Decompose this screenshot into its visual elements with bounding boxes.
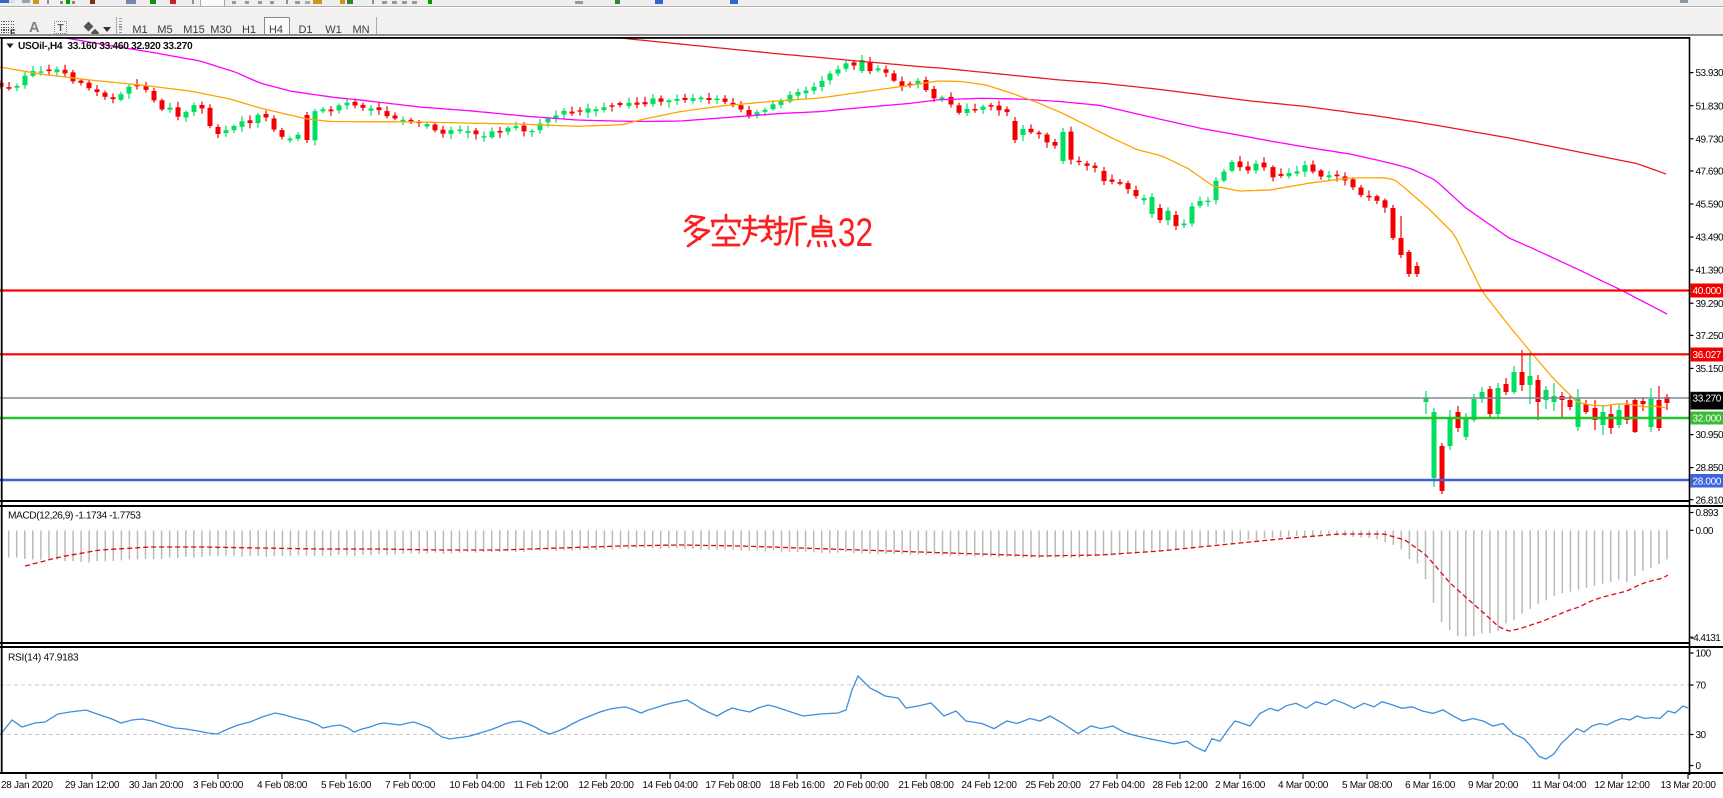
svg-text:49.730: 49.730 [1696,134,1723,145]
svg-text:6 Mar 16:00: 6 Mar 16:00 [1405,780,1456,791]
svg-text:70: 70 [1696,681,1707,692]
svg-text:MACD(12,26,9) -1.1734 -1.7753: MACD(12,26,9) -1.1734 -1.7753 [8,511,141,522]
svg-text:25 Feb 20:00: 25 Feb 20:00 [1025,780,1081,791]
svg-text:37.250: 37.250 [1696,331,1723,342]
svg-text:30 Jan 20:00: 30 Jan 20:00 [129,780,184,791]
svg-text:32: 32 [838,211,873,255]
svg-text:0: 0 [1696,761,1702,772]
svg-text:39.290: 39.290 [1696,299,1723,310]
svg-text:24 Feb 12:00: 24 Feb 12:00 [961,780,1017,791]
svg-text:28 Feb 12:00: 28 Feb 12:00 [1152,780,1208,791]
svg-text:11 Mar 04:00: 11 Mar 04:00 [1532,780,1587,791]
svg-text:17 Feb 08:00: 17 Feb 08:00 [705,780,761,791]
svg-text:43.490: 43.490 [1696,233,1723,244]
svg-text:12 Feb 20:00: 12 Feb 20:00 [578,780,634,791]
svg-text:18 Feb 16:00: 18 Feb 16:00 [769,780,825,791]
svg-text:36.027: 36.027 [1693,350,1722,361]
svg-text:13 Mar 20:00: 13 Mar 20:00 [1660,780,1716,791]
svg-text:USOil-,H4 33.160 33.460 32.92: USOil-,H4 33.160 33.460 32.920 33.270 [18,41,193,52]
svg-text:20 Feb 00:00: 20 Feb 00:00 [833,780,889,791]
svg-text:2 Mar 16:00: 2 Mar 16:00 [1215,780,1266,791]
svg-text:3 Feb 00:00: 3 Feb 00:00 [193,780,244,791]
svg-text:4 Mar 00:00: 4 Mar 00:00 [1278,780,1329,791]
svg-text:28 Jan 2020: 28 Jan 2020 [1,780,53,791]
svg-text:9 Mar 20:00: 9 Mar 20:00 [1468,780,1519,791]
svg-text:5 Mar 08:00: 5 Mar 08:00 [1342,780,1393,791]
svg-text:14 Feb 04:00: 14 Feb 04:00 [642,780,698,791]
svg-text:28.000: 28.000 [1693,476,1722,487]
svg-text:0.00: 0.00 [1696,526,1714,537]
svg-text:41.390: 41.390 [1696,266,1723,277]
svg-text:5 Feb 16:00: 5 Feb 16:00 [321,780,372,791]
svg-text:45.590: 45.590 [1696,200,1723,211]
svg-text:32.000: 32.000 [1693,414,1722,425]
svg-text:30: 30 [1696,730,1707,741]
svg-text:47.690: 47.690 [1696,167,1723,178]
svg-text:27 Feb 04:00: 27 Feb 04:00 [1089,780,1145,791]
svg-text:53.930: 53.930 [1696,68,1723,79]
svg-text:-4.4131: -4.4131 [1691,633,1722,644]
svg-text:21 Feb 08:00: 21 Feb 08:00 [898,780,954,791]
svg-text:29 Jan 12:00: 29 Jan 12:00 [65,780,120,791]
svg-text:35.150: 35.150 [1696,364,1723,375]
svg-text:RSI(14) 47.9183: RSI(14) 47.9183 [8,653,79,664]
svg-text:0.893: 0.893 [1696,508,1719,519]
svg-text:51.830: 51.830 [1696,101,1723,112]
svg-text:7 Feb 00:00: 7 Feb 00:00 [385,780,436,791]
svg-text:11 Feb 12:00: 11 Feb 12:00 [514,780,569,791]
svg-text:26.810: 26.810 [1696,495,1723,506]
svg-text:10 Feb 04:00: 10 Feb 04:00 [449,780,505,791]
svg-text:33.270: 33.270 [1693,394,1722,405]
svg-text:12 Mar 12:00: 12 Mar 12:00 [1594,780,1650,791]
svg-text:40.000: 40.000 [1693,286,1722,297]
svg-text:28.850: 28.850 [1696,463,1723,474]
svg-text:100: 100 [1696,649,1712,660]
svg-text:4 Feb 08:00: 4 Feb 08:00 [257,780,308,791]
svg-text:30.950: 30.950 [1696,430,1723,441]
